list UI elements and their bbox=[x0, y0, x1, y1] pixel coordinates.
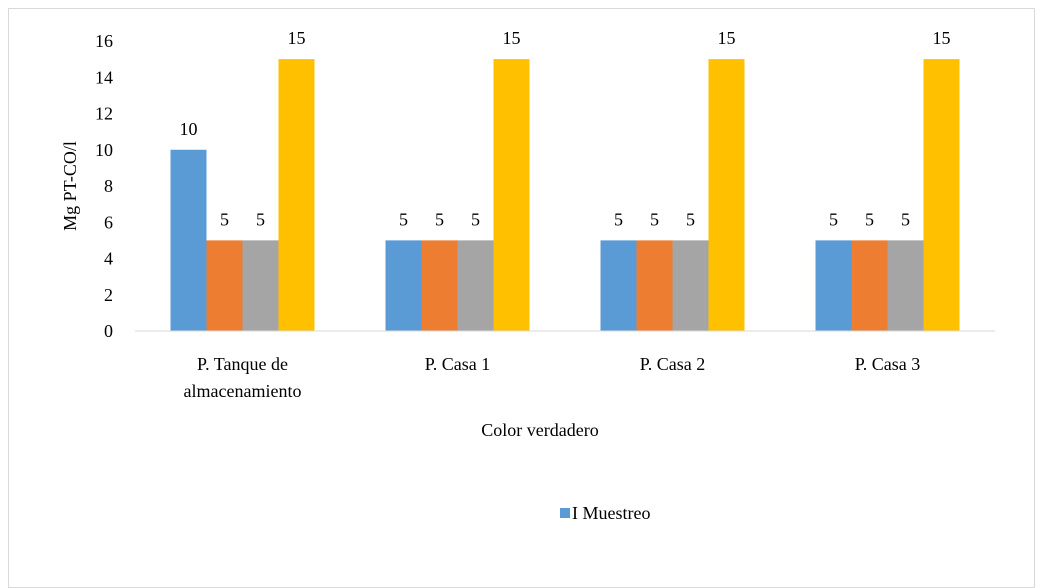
y-axis-title: Mg PT-CO/l bbox=[60, 141, 80, 231]
bar-data-label: 15 bbox=[933, 28, 951, 48]
bar bbox=[170, 149, 207, 331]
legend-label: I Muestreo bbox=[572, 503, 650, 523]
bar-data-label: 10 bbox=[180, 119, 198, 139]
bar bbox=[708, 59, 745, 331]
y-tick-label: 10 bbox=[95, 140, 113, 160]
bar bbox=[242, 240, 279, 331]
bar-data-label: 5 bbox=[471, 209, 480, 229]
x-tick-label: almacenamiento bbox=[184, 381, 302, 401]
x-tick-label: P. Casa 1 bbox=[425, 354, 491, 374]
legend: I Muestreo bbox=[560, 503, 650, 523]
bar bbox=[457, 240, 494, 331]
y-tick-label: 2 bbox=[104, 285, 113, 305]
y-tick-label: 12 bbox=[95, 104, 113, 124]
bar-data-label: 15 bbox=[288, 28, 306, 48]
y-tick-label: 6 bbox=[104, 212, 113, 232]
bar bbox=[672, 240, 709, 331]
bars bbox=[170, 59, 960, 331]
x-tick-label: P. Casa 2 bbox=[640, 354, 706, 374]
y-tick-label: 8 bbox=[104, 176, 113, 196]
bar bbox=[636, 240, 673, 331]
bar bbox=[206, 240, 243, 331]
y-tick-label: 14 bbox=[95, 67, 113, 87]
bar-data-label: 5 bbox=[686, 209, 695, 229]
bar bbox=[851, 240, 888, 331]
x-axis-title: Color verdadero bbox=[481, 420, 598, 440]
bar-data-label: 5 bbox=[865, 209, 874, 229]
y-tick-label: 0 bbox=[104, 321, 113, 341]
bar bbox=[923, 59, 960, 331]
bar bbox=[815, 240, 852, 331]
bar-data-label: 5 bbox=[901, 209, 910, 229]
y-tick-label: 4 bbox=[104, 249, 113, 269]
bar-chart: 0 2 4 6 8 10 12 14 16 10 5 5 15 5 5 5 15 5 5 5 15 5 5 5 15 P. T… bbox=[60, 28, 995, 523]
bar bbox=[493, 59, 530, 331]
bar-data-label: 5 bbox=[220, 209, 229, 229]
bar bbox=[887, 240, 924, 331]
bar bbox=[385, 240, 422, 331]
bar bbox=[600, 240, 637, 331]
bar-data-labels: 10 5 5 15 5 5 5 15 5 5 5 15 5 5 5 15 bbox=[180, 28, 951, 229]
bar bbox=[278, 59, 315, 331]
bar-data-label: 5 bbox=[256, 209, 265, 229]
bar-data-label: 15 bbox=[503, 28, 521, 48]
bar-data-label: 5 bbox=[829, 209, 838, 229]
bar-data-label: 5 bbox=[614, 209, 623, 229]
legend-swatch bbox=[560, 508, 570, 518]
x-axis-categories: P. Tanque de almacenamiento P. Casa 1 P. Ca… bbox=[184, 354, 921, 401]
bar bbox=[421, 240, 458, 331]
bar-data-label: 15 bbox=[718, 28, 736, 48]
bar-data-label: 5 bbox=[650, 209, 659, 229]
y-axis-ticks: 0 2 4 6 8 10 12 14 16 bbox=[95, 31, 113, 341]
y-tick-label: 16 bbox=[95, 31, 113, 51]
bar-data-label: 5 bbox=[399, 209, 408, 229]
bar-data-label: 5 bbox=[435, 209, 444, 229]
x-tick-label: P. Tanque de bbox=[197, 354, 288, 374]
x-tick-label: P. Casa 3 bbox=[855, 354, 921, 374]
